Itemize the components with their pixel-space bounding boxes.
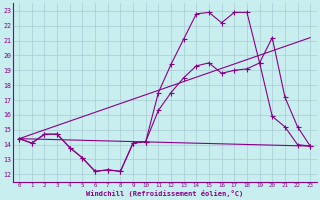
X-axis label: Windchill (Refroidissement éolien,°C): Windchill (Refroidissement éolien,°C) <box>86 190 243 197</box>
